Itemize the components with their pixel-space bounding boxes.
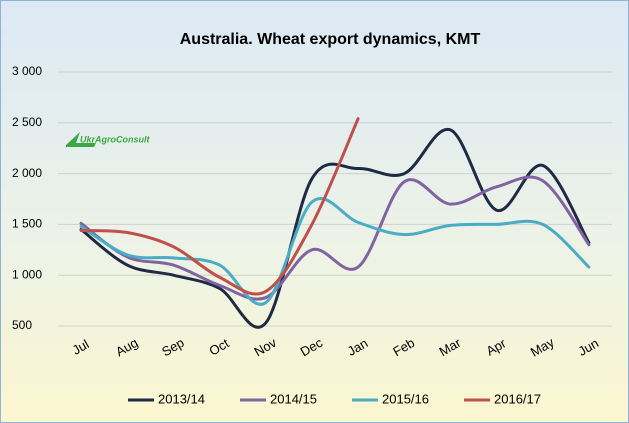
y-tick-label: 500 [12, 318, 32, 332]
y-tick-label: 1 000 [12, 267, 42, 281]
y-tick-label: 2 000 [12, 166, 42, 180]
legend-label: 2015/16 [382, 391, 429, 406]
logo-icon [66, 132, 96, 147]
legend-label: 2014/15 [270, 391, 317, 406]
legend-label: 2016/17 [494, 391, 541, 406]
y-tick-label: 3 000 [12, 64, 42, 78]
chart-title: Australia. Wheat export dynamics, KMT [180, 31, 481, 48]
y-tick-label: 2 500 [12, 115, 42, 129]
series-line [79, 117, 360, 296]
series-line [79, 175, 591, 301]
series-line [79, 197, 591, 306]
logo: UkrAgroConsult [80, 134, 151, 144]
x-tick-label: Jul [70, 336, 92, 357]
legend-label: 2013/14 [158, 391, 205, 406]
y-tick-label: 1 500 [12, 217, 42, 231]
